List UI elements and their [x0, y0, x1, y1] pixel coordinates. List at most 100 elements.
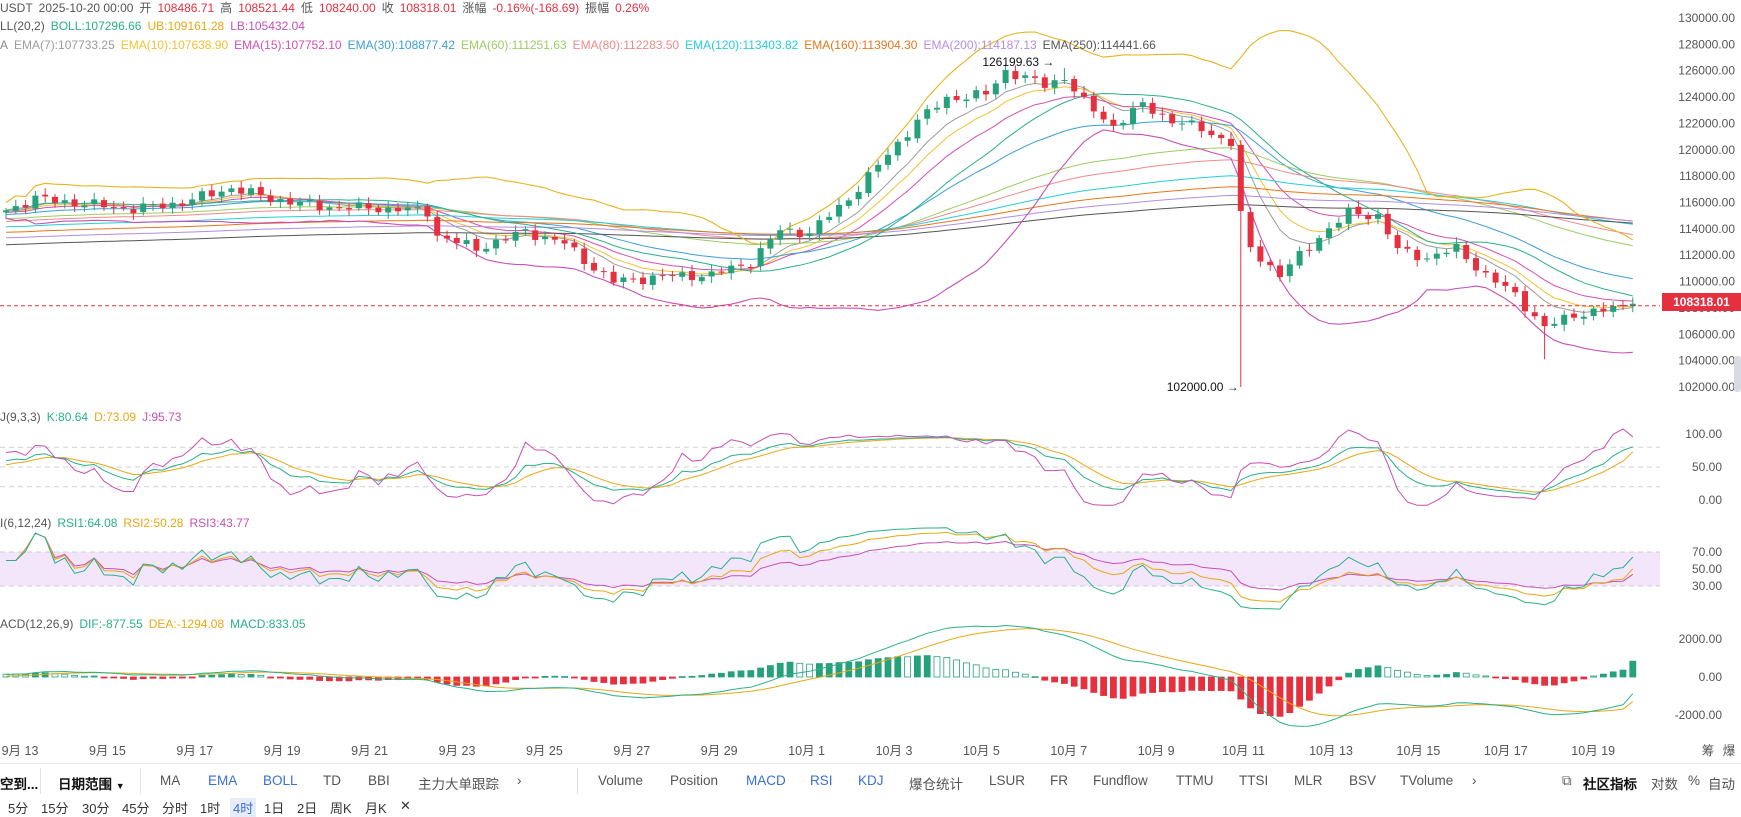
rsi-info-line: I(6,12,24) RSI1:64.08 RSI2:50.28 RSI3:43.77 — [0, 516, 256, 530]
rsi-axis-tick: 70.00 — [1692, 545, 1722, 559]
percent-scale-toggle[interactable]: % — [1688, 773, 1701, 788]
indicator-bsv-button[interactable]: BSV — [1349, 773, 1377, 788]
candle-body — [1090, 95, 1097, 112]
macd-histogram-bar — [1208, 676, 1215, 691]
boll-mid-line — [5, 93, 1633, 297]
macd-histogram-bar — [600, 676, 608, 683]
timeframe-1-button[interactable]: 15分 — [41, 801, 69, 816]
candle-body — [1394, 235, 1401, 249]
timeframe-3-button[interactable]: 45分 — [122, 801, 150, 816]
candle-body — [355, 202, 362, 209]
candle-body — [1061, 80, 1068, 82]
candle-body — [1012, 71, 1019, 80]
indicator-lsur-button[interactable]: LSUR — [989, 773, 1026, 788]
chevron-right-icon[interactable]: › — [1472, 773, 1477, 788]
candle-body — [434, 217, 441, 236]
indicator-position-button[interactable]: Position — [670, 773, 719, 788]
chart-canvas[interactable]: 102000.00104000.00106000.00108000.001100… — [0, 0, 1741, 763]
edit-icon[interactable]: ⧉ — [1562, 773, 1572, 788]
indicator-mlr-button[interactable]: MLR — [1294, 773, 1323, 788]
candle-body — [1159, 113, 1166, 115]
indicator-boll-button[interactable]: BOLL — [263, 773, 298, 788]
candle-body — [591, 262, 597, 271]
macd-histogram-bar — [1335, 676, 1343, 681]
date-axis-label: 9月 15 — [89, 744, 126, 758]
macd-histogram-bar — [110, 676, 118, 679]
candle-body — [1629, 303, 1636, 307]
timeframe-7-button[interactable]: 1日 — [264, 801, 285, 816]
candle-body — [71, 199, 78, 207]
timeframe-5-button[interactable]: 1时 — [200, 801, 221, 816]
indicator-ttsi-button[interactable]: TTSI — [1239, 773, 1269, 788]
indicator-主力大单跟踪-button[interactable]: 主力大单跟踪 — [418, 777, 499, 792]
candle-body — [1286, 264, 1293, 277]
macd-histogram-bar — [708, 673, 715, 678]
candle-body — [983, 90, 989, 95]
candle-body — [806, 233, 813, 236]
close-icon[interactable]: ✕ — [400, 798, 411, 813]
indicator-爆仓统计-button[interactable]: 爆仓统计 — [909, 777, 963, 792]
macd-histogram-bar — [1609, 671, 1617, 678]
macd-histogram-bar — [1355, 669, 1362, 678]
community-indicators-button[interactable]: 社区指标 — [1583, 777, 1637, 792]
timeframe-9-button[interactable]: 周K — [330, 801, 352, 816]
timeframe-8-button[interactable]: 2日 — [297, 801, 318, 816]
side-scroll-handle[interactable] — [1734, 356, 1741, 392]
macd-histogram-bar — [1345, 672, 1352, 678]
kdj-info-line: J(9,3,3) K:80.64 D:73.09 J:95.73 — [0, 410, 187, 424]
date-axis-label: 10月 11 — [1222, 744, 1265, 758]
indicator-td-button[interactable]: TD — [323, 773, 341, 788]
date-range-dropdown[interactable]: 日期范围 ▼ — [58, 773, 125, 793]
candle-body — [973, 90, 980, 99]
timeframe-6-button[interactable]: 4时 — [230, 798, 257, 817]
indicator-bbi-button[interactable]: BBI — [368, 773, 390, 788]
log-scale-toggle[interactable]: 对数 — [1651, 777, 1678, 792]
info-value: K:80.64 — [46, 410, 89, 424]
candle-body — [767, 239, 774, 249]
candle-body — [747, 266, 754, 268]
candle-body — [1453, 243, 1460, 252]
timeframe-4-button[interactable]: 分时 — [162, 801, 189, 816]
macd-histogram-bar — [1629, 660, 1637, 678]
macd-histogram-bar — [1502, 676, 1509, 679]
candle-body — [150, 204, 156, 206]
info-value: EMA(60):111251.63 — [460, 38, 567, 52]
info-value: 108486.71 — [157, 1, 215, 15]
macd-histogram-bar — [208, 674, 216, 678]
macd-histogram-bar — [1286, 676, 1294, 714]
indicator-ema-button[interactable]: EMA — [208, 773, 238, 788]
indicator-rsi-button[interactable]: RSI — [810, 773, 833, 788]
indicator-ma-button[interactable]: MA — [160, 773, 181, 788]
date-axis-label: 10月 5 — [963, 744, 1000, 758]
macd-histogram-bar — [345, 676, 353, 682]
ema-info-line: A EMA(7):107733.25 EMA(10):107638.90 EMA(15… — [0, 38, 1162, 52]
indicator-tvolume-button[interactable]: TVolume — [1400, 773, 1454, 788]
candle-body — [787, 228, 793, 230]
macd-histogram-bar — [727, 671, 735, 678]
timeframe-10-button[interactable]: 月K — [365, 801, 387, 816]
indicator-volume-button[interactable]: Volume — [598, 773, 644, 788]
info-value: J:95.73 — [142, 410, 182, 424]
macd-histogram-bar — [188, 676, 196, 679]
timeframe-0-button[interactable]: 5分 — [8, 801, 29, 816]
drawing-tool-button[interactable]: 空到... — [0, 777, 39, 792]
macd-histogram-bar — [1051, 676, 1058, 683]
date-axis-label: 9月 23 — [439, 744, 476, 758]
price-axis-tick: 128000.00 — [1678, 37, 1735, 51]
rsi1-line — [6, 527, 1634, 610]
macd-histogram-bar — [1325, 676, 1333, 687]
macd-histogram-bar — [198, 675, 206, 678]
indicator-fundflow-button[interactable]: Fundflow — [1093, 773, 1148, 788]
candle-body — [91, 199, 98, 205]
candle-body — [110, 207, 117, 209]
indicator-ttmu-button[interactable]: TTMU — [1176, 773, 1214, 788]
candle-body — [1443, 252, 1450, 255]
indicator-macd-button[interactable]: MACD — [746, 773, 786, 788]
timeframe-2-button[interactable]: 30分 — [82, 801, 110, 816]
chevron-right-icon[interactable]: › — [517, 773, 522, 788]
indicator-kdj-button[interactable]: KDJ — [858, 773, 884, 788]
indicator-fr-button[interactable]: FR — [1050, 773, 1068, 788]
candle-body — [1551, 323, 1558, 326]
boll-lower-line — [5, 129, 1633, 354]
auto-scale-toggle[interactable]: 自动 — [1708, 777, 1735, 792]
